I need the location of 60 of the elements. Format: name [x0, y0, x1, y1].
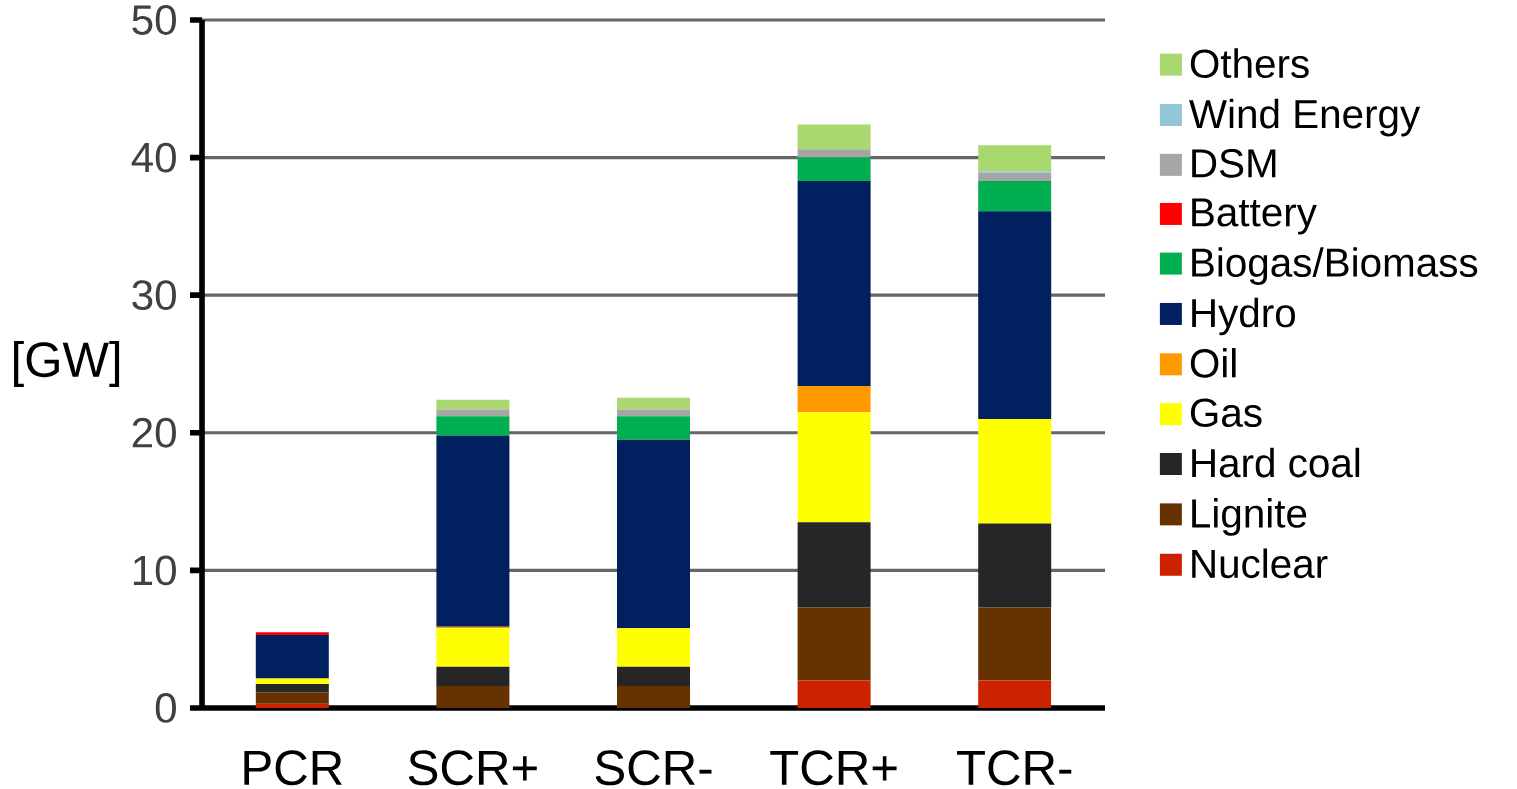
y-tick-label: 40 — [131, 142, 176, 173]
bar — [436, 399, 510, 410]
legend-label: Hydro — [1192, 297, 1295, 336]
bar — [797, 149, 871, 158]
bar — [255, 683, 329, 693]
x-tick-label: SCR+ — [408, 750, 537, 786]
y-tick-label: 30 — [132, 280, 176, 311]
bar — [436, 416, 510, 436]
bar — [617, 685, 691, 708]
legend-label: Gas — [1190, 398, 1262, 428]
bar — [617, 416, 691, 440]
bar — [978, 680, 1052, 708]
y-tick-label: 0 — [155, 693, 176, 723]
bar — [617, 397, 691, 410]
legend-label: Wind Energy — [1189, 98, 1421, 137]
bar — [978, 523, 1052, 608]
bar — [436, 685, 510, 708]
bar — [255, 692, 329, 704]
x-tick-label: TCR- — [957, 750, 1072, 786]
legend-label: Others — [1190, 48, 1309, 79]
bar — [617, 666, 691, 686]
y-tick-label: 20 — [132, 417, 176, 448]
legend-label: Biogas/Biomass — [1192, 247, 1478, 285]
bar — [617, 628, 691, 667]
bar — [255, 632, 329, 636]
bar — [617, 439, 691, 629]
legend-label: Oil — [1190, 348, 1236, 378]
legend-label: Lignite — [1192, 498, 1307, 536]
bar — [978, 211, 1052, 420]
legend-label: Hard coal — [1192, 447, 1360, 478]
bar — [978, 172, 1052, 181]
bar — [797, 607, 871, 681]
bar — [255, 703, 329, 708]
bar — [797, 412, 871, 523]
bar — [797, 157, 871, 181]
bar — [797, 124, 871, 150]
x-tick-label: TCR+ — [770, 750, 897, 786]
bar — [797, 180, 871, 387]
bar — [436, 409, 510, 417]
bar — [978, 145, 1052, 172]
legend-label: DSM — [1192, 149, 1276, 178]
y-axis-title: [GW] — [14, 341, 120, 387]
x-tick-label: SCR- — [595, 750, 712, 786]
legend-label: Nuclear — [1192, 548, 1328, 579]
bar — [978, 607, 1052, 681]
legend-label: Battery — [1192, 198, 1317, 235]
y-tick-label: 50 — [132, 5, 176, 35]
x-tick-label: PCR — [244, 750, 342, 786]
bar — [255, 635, 329, 679]
bar — [797, 680, 871, 708]
bar — [255, 678, 329, 684]
bar — [617, 409, 691, 417]
bar — [797, 522, 871, 608]
y-tick-label: 10 — [133, 555, 176, 586]
bar — [978, 419, 1052, 524]
bar — [436, 435, 510, 627]
bar — [436, 628, 510, 667]
bar — [797, 386, 871, 413]
bar — [436, 666, 510, 686]
bar — [978, 180, 1052, 212]
